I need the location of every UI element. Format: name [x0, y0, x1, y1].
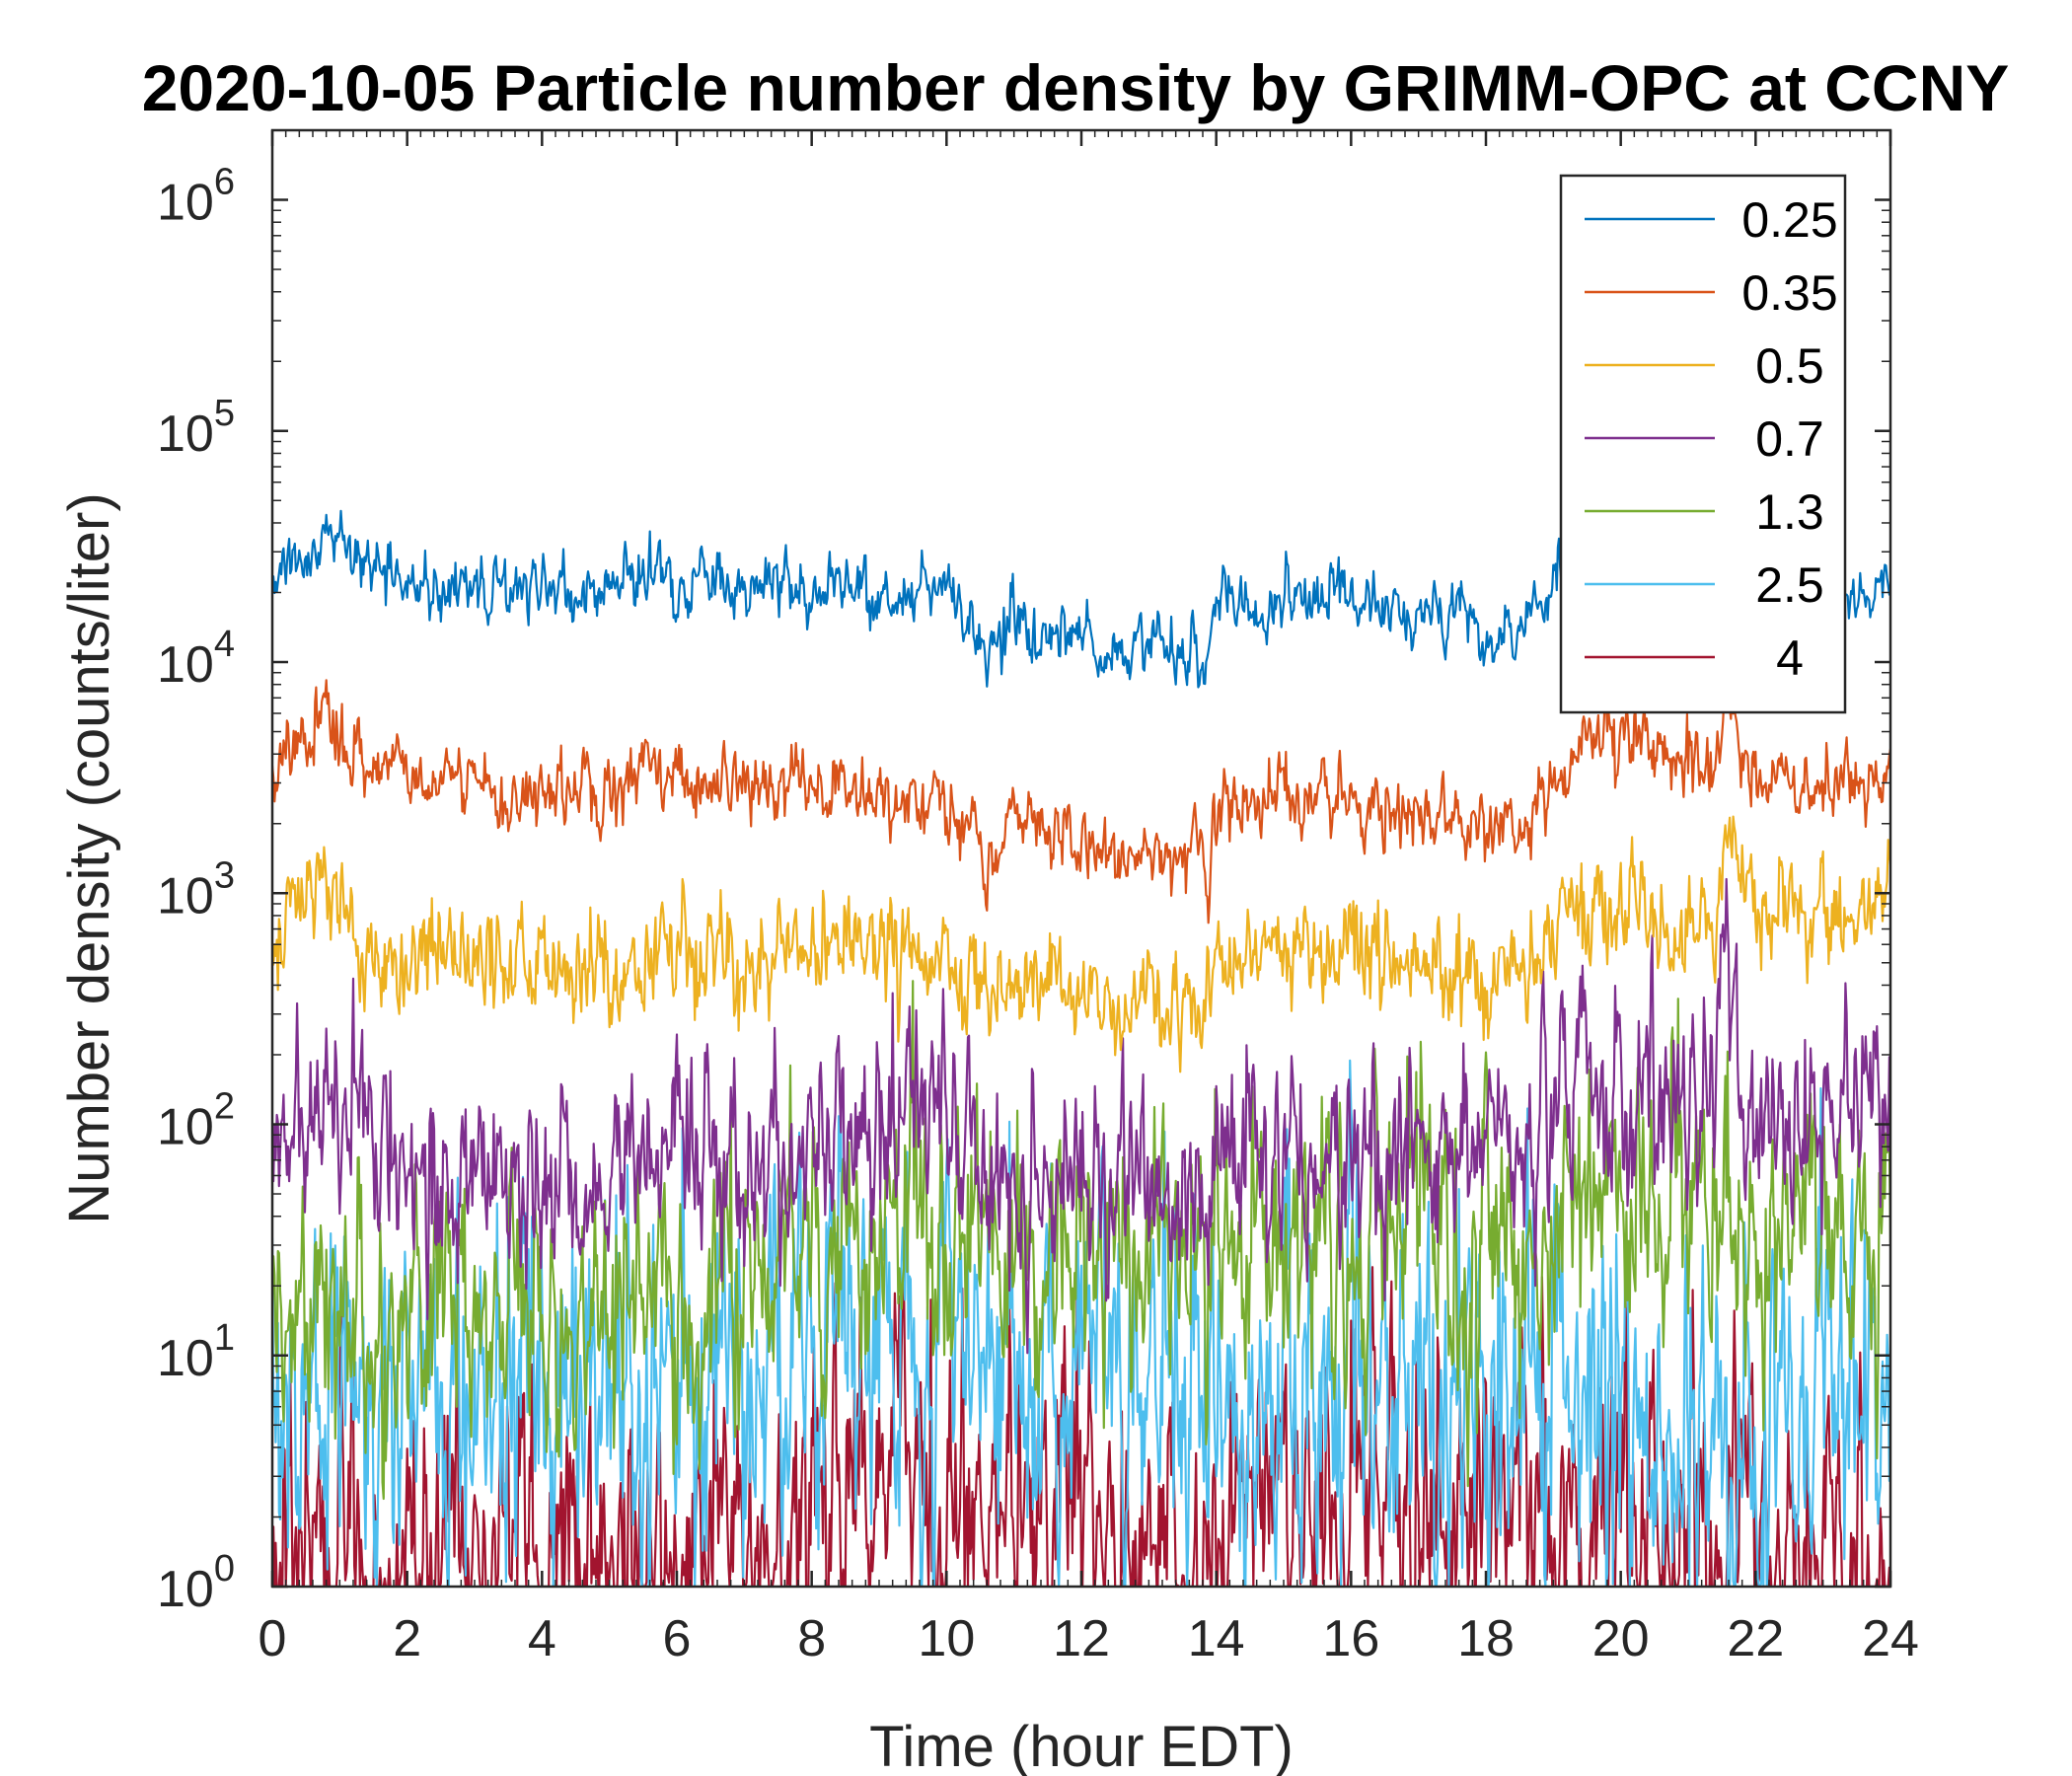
- legend-label: 0.5: [1755, 338, 1824, 394]
- legend-label: 1.3: [1755, 484, 1824, 540]
- legend-label: 0.7: [1755, 411, 1824, 467]
- x-tick-label: 20: [1592, 1610, 1650, 1667]
- chart-title: 2020-10-05 Particle number density by GR…: [142, 51, 2010, 124]
- x-tick-label: 8: [797, 1610, 826, 1667]
- legend-box: [1559, 174, 1847, 714]
- x-tick-label: 22: [1727, 1610, 1784, 1667]
- series-line-0.5: [272, 815, 1890, 1073]
- x-tick-label: 4: [528, 1610, 556, 1667]
- x-tick-label: 16: [1322, 1610, 1379, 1667]
- legend-label: 2.5: [1755, 557, 1824, 613]
- series-line-0.35: [272, 679, 1890, 925]
- legend-label: 4: [1776, 630, 1804, 686]
- axes-group: 0 2 4 6 8 10 12 14 16 18 20 22 241001011021031041051…: [157, 128, 1919, 1667]
- legend: 0.25 0.35 0.5 0.7 1.3 2.5 4: [1559, 174, 1847, 714]
- series-line-0.7: [272, 877, 1890, 1355]
- x-tick-label: 12: [1053, 1610, 1110, 1667]
- x-tick-label: 18: [1457, 1610, 1515, 1667]
- series-group: [272, 509, 1890, 1587]
- series-line-4: [272, 1266, 1890, 1587]
- x-tick-label: 6: [663, 1610, 692, 1667]
- y-axis-label: Number density (counts/liter): [57, 492, 121, 1223]
- x-tick-label: 0: [259, 1610, 287, 1667]
- legend-label: 0.35: [1741, 265, 1837, 321]
- x-tick-label: 2: [393, 1610, 421, 1667]
- x-axis-label: Time (hour EDT): [869, 1715, 1294, 1776]
- legend-label: 0.25: [1741, 192, 1837, 248]
- series-line-2.5: [272, 1059, 1890, 1587]
- x-tick-label: 10: [918, 1610, 975, 1667]
- x-tick-label: 24: [1862, 1610, 1919, 1667]
- x-tick-label: 14: [1188, 1610, 1245, 1667]
